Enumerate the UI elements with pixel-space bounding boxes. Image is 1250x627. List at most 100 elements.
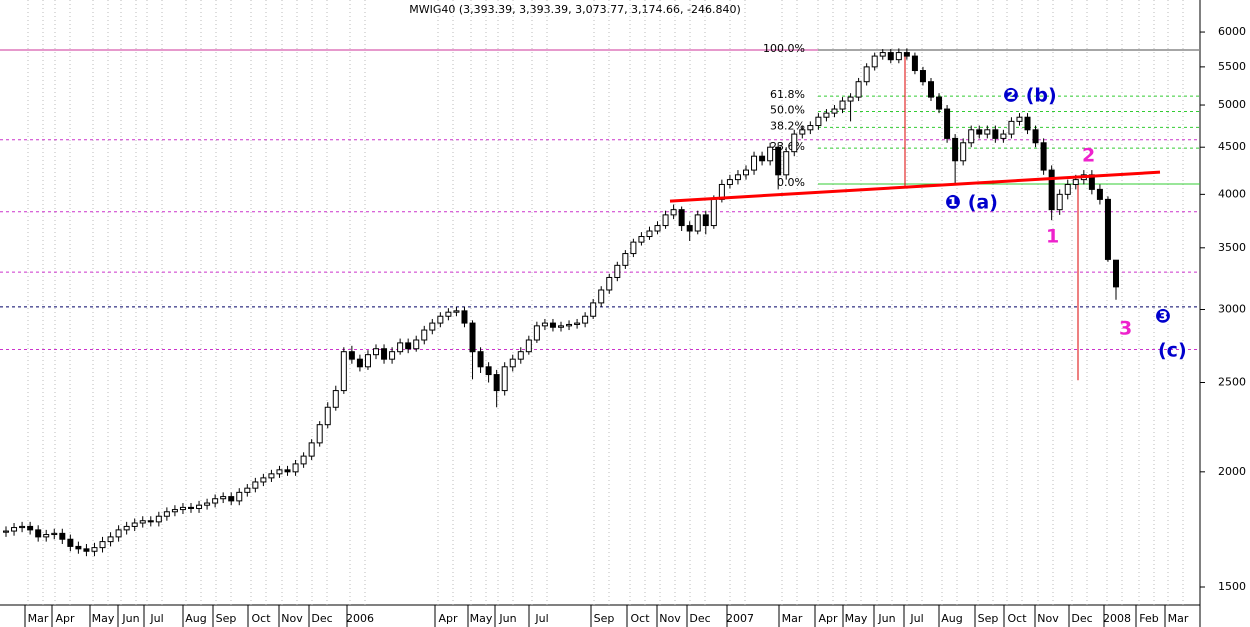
candle-body bbox=[1048, 169, 1055, 211]
candle-body bbox=[646, 230, 653, 238]
candle-body bbox=[220, 496, 227, 500]
candle-body bbox=[783, 151, 790, 176]
x-tick-label: Mar bbox=[1168, 612, 1189, 625]
candle-body bbox=[895, 52, 902, 61]
candle-body bbox=[292, 463, 299, 473]
fib-label: 100.0% bbox=[763, 42, 805, 55]
candle-body bbox=[284, 469, 291, 473]
candle-body bbox=[911, 55, 918, 72]
candle-body bbox=[944, 108, 951, 139]
candle-body bbox=[919, 70, 926, 83]
candle-body bbox=[670, 209, 677, 216]
candle-body bbox=[710, 198, 717, 227]
candle-body bbox=[228, 496, 235, 502]
x-tick-label: Aug bbox=[941, 612, 962, 625]
candle-body bbox=[638, 236, 645, 243]
candle-body bbox=[413, 339, 420, 350]
x-tick-label: Jul bbox=[534, 612, 548, 625]
candle-body bbox=[574, 322, 581, 325]
candle-body bbox=[839, 100, 846, 110]
candle-body bbox=[1064, 183, 1071, 195]
fib-label: 61.8% bbox=[770, 88, 805, 101]
candle-body bbox=[1113, 259, 1119, 288]
x-tick-label: 2006 bbox=[346, 612, 374, 625]
x-tick-label: Mar bbox=[28, 612, 49, 625]
candle-body bbox=[324, 406, 331, 426]
x-tick-label: May bbox=[92, 612, 115, 625]
candle-body bbox=[582, 315, 589, 324]
candle-body bbox=[879, 52, 886, 57]
candle-body bbox=[1016, 116, 1023, 122]
candle-body bbox=[437, 315, 444, 324]
candle-body bbox=[123, 525, 130, 531]
x-tick-label: Dec bbox=[1071, 612, 1092, 625]
candle-body bbox=[91, 547, 98, 552]
x-tick-label: May bbox=[845, 612, 868, 625]
candle-body bbox=[566, 323, 573, 327]
x-tick-label: Apr bbox=[818, 612, 838, 625]
x-tick-label: Sep bbox=[216, 612, 237, 625]
x-tick-label: Jun bbox=[877, 612, 895, 625]
candle-body bbox=[509, 358, 516, 368]
candle-body bbox=[775, 146, 782, 176]
x-tick-label: Sep bbox=[594, 612, 615, 625]
y-tick-label: 4000 bbox=[1218, 187, 1246, 200]
candle-body bbox=[364, 354, 371, 368]
x-tick-label: May bbox=[470, 612, 493, 625]
wave-label: ❷ (b) bbox=[1003, 85, 1057, 107]
candle-body bbox=[300, 455, 307, 465]
candle-body bbox=[726, 179, 733, 185]
candle-body bbox=[332, 390, 339, 408]
candle-body bbox=[147, 520, 154, 523]
candle-body bbox=[59, 532, 66, 540]
candle-body bbox=[461, 310, 468, 324]
candle-body bbox=[35, 529, 42, 538]
y-tick-label: 2500 bbox=[1218, 375, 1246, 388]
candle-body bbox=[1024, 116, 1031, 131]
x-tick-label: Feb bbox=[1139, 612, 1158, 625]
y-tick-label: 5000 bbox=[1218, 98, 1246, 111]
x-tick-label: Jul bbox=[909, 612, 923, 625]
candle-body bbox=[743, 169, 749, 176]
candle-body bbox=[389, 351, 396, 360]
x-tick-label: Nov bbox=[659, 612, 681, 625]
candle-body bbox=[887, 52, 894, 61]
candle-body bbox=[678, 209, 685, 227]
y-tick-label: 4500 bbox=[1218, 140, 1246, 153]
x-tick-label: Dec bbox=[311, 612, 332, 625]
candle-body bbox=[1040, 142, 1047, 171]
trendline bbox=[669, 170, 1161, 203]
candle-body bbox=[236, 491, 243, 502]
x-tick-label: Nov bbox=[281, 612, 303, 625]
wave-label: ❶ (a) bbox=[945, 192, 998, 214]
candle-body bbox=[244, 487, 251, 493]
candle-body bbox=[27, 525, 34, 531]
candle-body bbox=[260, 477, 267, 483]
candle-body bbox=[11, 527, 18, 532]
candle-body bbox=[252, 481, 259, 489]
candle-body bbox=[590, 302, 597, 317]
candle-body bbox=[815, 116, 822, 127]
candle-body bbox=[477, 351, 484, 368]
candle-body bbox=[405, 342, 412, 350]
candle-body bbox=[115, 529, 122, 538]
candle-body bbox=[863, 66, 870, 83]
candle-body bbox=[767, 146, 774, 162]
wave-label: 2 bbox=[1082, 145, 1095, 167]
candle-body bbox=[196, 504, 203, 509]
candle-body bbox=[847, 96, 854, 102]
candle-body bbox=[204, 502, 211, 506]
candle-body bbox=[501, 366, 508, 392]
candle-body bbox=[397, 342, 404, 353]
candle-body bbox=[3, 530, 9, 533]
candle-body bbox=[936, 96, 943, 110]
candle-body bbox=[525, 339, 532, 353]
wave-label: 3 bbox=[1119, 318, 1132, 340]
x-tick-label: Apr bbox=[438, 612, 458, 625]
candle-body bbox=[51, 532, 58, 536]
candle-body bbox=[268, 473, 275, 479]
x-tick-label: Oct bbox=[1007, 612, 1027, 625]
candle-body bbox=[1104, 198, 1111, 260]
